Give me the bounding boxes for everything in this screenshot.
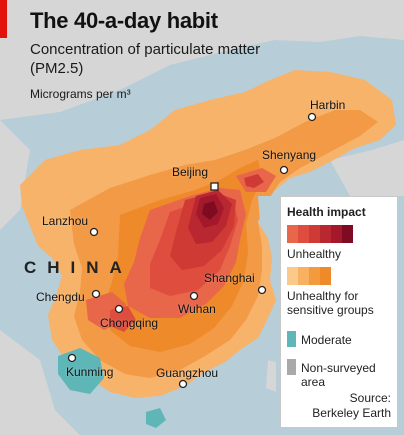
map-subtitle: Concentration of particulate matter (PM2… — [30, 41, 261, 77]
city-label-beijing: Beijing — [172, 165, 209, 179]
city-label-guangzhou: Guangzhou — [156, 366, 219, 380]
city-label-shenyang: Shenyang — [262, 148, 317, 162]
coast-sea-bohai — [258, 196, 282, 228]
unhealthy-swatch — [287, 225, 298, 243]
city-marker-shanghai — [257, 285, 267, 295]
legend-sensitive-label: Unhealthy for sensitive groups — [287, 289, 374, 317]
unhealthy-shenyang-core — [244, 174, 264, 188]
city-marker-lanzhou — [89, 227, 99, 237]
city-label-shanghai: Shanghai — [204, 271, 255, 285]
city-label-chongqing: Chongqing — [100, 316, 159, 330]
legend-unhealthy-label: Unhealthy — [287, 247, 342, 261]
city-marker-beijing — [210, 182, 219, 191]
unhealthy-swatch — [309, 225, 320, 243]
neighbor-land-west — [0, 120, 30, 230]
neighbor-land-south — [0, 330, 80, 435]
unhealthy-chongqing — [110, 306, 136, 332]
sensitive-swatch — [298, 267, 309, 285]
neighbor-land-sea-korea — [330, 140, 404, 196]
sensitive-swatch — [287, 267, 298, 285]
city-label-wuhan: Wuhan — [178, 302, 216, 316]
unhealthy-swatch — [331, 225, 342, 243]
city-marker-wuhan — [189, 291, 199, 301]
legend-title: Health impact — [287, 205, 366, 219]
map-title: The 40-a-day habit — [30, 8, 218, 33]
legend-moderate-label: Moderate — [301, 333, 352, 347]
sensitive-swatch-row — [287, 267, 331, 285]
city-label-lanzhou: Lanzhou — [42, 214, 89, 228]
moderate-swatch — [287, 331, 296, 347]
unhealthy-zone-6 — [202, 201, 218, 220]
units-label: Micrograms per m³ — [30, 87, 131, 101]
sensitive-swatch — [320, 267, 331, 285]
sensitive-swatch — [309, 267, 320, 285]
moderate-hainan — [146, 408, 166, 428]
unhealthy-swatch — [320, 225, 331, 243]
city-label-harbin: Harbin — [310, 98, 346, 112]
legend-box: Health impact Unhealthy Unhealthy for se… — [280, 196, 398, 428]
city-marker-harbin — [307, 112, 317, 122]
city-marker-kunming — [67, 353, 77, 363]
source-label: Source: — [349, 391, 391, 405]
brand-flag — [0, 0, 7, 38]
unhealthy-swatch — [342, 225, 353, 243]
city-marker-shenyang — [279, 165, 289, 175]
unhealthy-swatch-row — [287, 225, 353, 243]
taiwan-land — [266, 360, 276, 392]
city-marker-guangzhou — [178, 379, 188, 389]
city-label-chengdu: Chengdu — [36, 290, 85, 304]
non-surveyed-swatch — [287, 359, 296, 375]
city-marker-chongqing — [114, 304, 124, 314]
city-label-kunming: Kunming — [66, 365, 114, 379]
source-name: Berkeley Earth — [312, 406, 391, 420]
legend-non-surveyed-label: Non-surveyed area — [301, 361, 376, 389]
unhealthy-swatch — [298, 225, 309, 243]
neighbor-land-north — [0, 0, 404, 120]
country-label: CHINA — [24, 258, 133, 277]
city-marker-chengdu — [91, 289, 101, 299]
